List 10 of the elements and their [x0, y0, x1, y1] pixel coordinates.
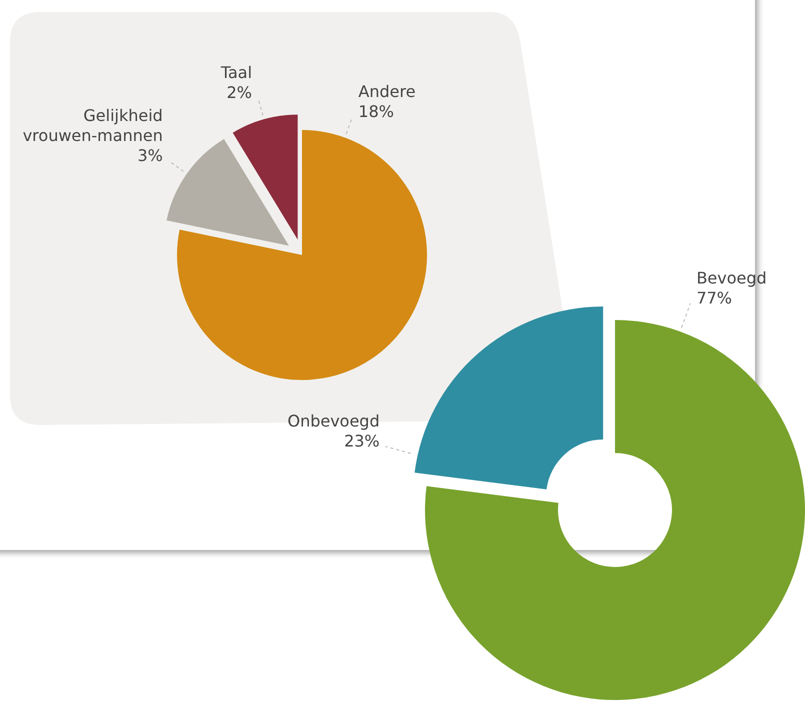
slice-label: Gelijkheid vrouwen-mannen: [22, 106, 163, 145]
data-label: 18%: [358, 102, 394, 121]
data-label: 23%: [344, 431, 380, 450]
data-label: 77%: [696, 288, 732, 308]
slice-label: Taal: [220, 63, 252, 82]
data-label: 2%: [226, 83, 252, 102]
slice-label: Onbevoegd: [287, 411, 380, 430]
data-label: 3%: [137, 146, 163, 165]
slice-label: Bevoegd: [696, 268, 767, 288]
slice-label: Andere: [358, 82, 416, 101]
